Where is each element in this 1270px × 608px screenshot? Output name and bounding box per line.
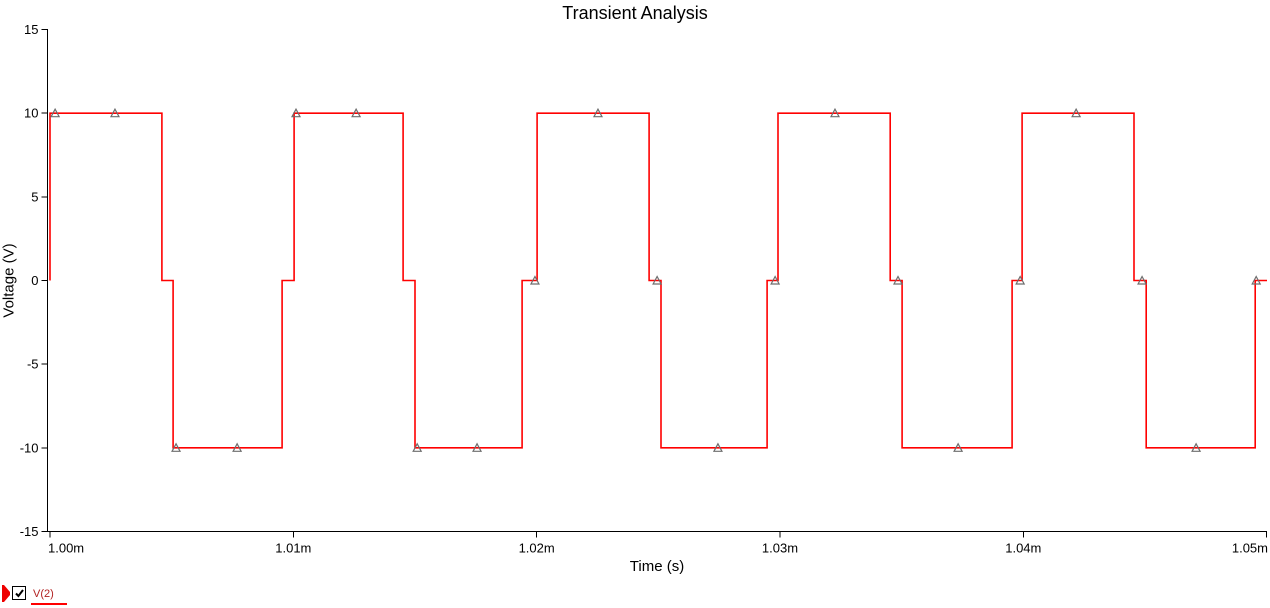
x-tick-label: 1.05m [1232,541,1268,556]
data-point-marker [1015,275,1026,285]
data-point-marker [592,107,603,118]
checkmark-icon [14,588,24,598]
trace-v2 [49,112,1267,449]
data-point-marker [1071,107,1082,118]
y-tick-label: -15 [20,524,39,539]
x-axis-ticks: 1.00m 1.01m 1.02m 1.03m 1.04m 1.05m [48,531,1268,556]
trace-flag-icon [2,585,10,602]
y-tick-label: 15 [24,22,38,37]
x-tick-label: 1.04m [1005,541,1041,556]
y-tick-label: 5 [31,189,38,204]
legend-checkbox[interactable] [12,586,26,600]
data-point-marker [109,107,120,118]
data-point-marker [351,107,362,118]
y-tick-label: 10 [24,106,38,121]
data-point-marker [770,275,781,285]
legend-trace-sample: V(2) [31,584,67,605]
data-point-marker [472,442,483,452]
data-point-marker [652,275,663,285]
data-point-marker [829,107,840,118]
chart-title: Transient Analysis [562,3,708,23]
plot-area[interactable]: 15 10 5 0 -5 -10 -15 1.00m 1.01m 1.02m 1.03m 1.04m… [0,0,1270,580]
data-point-marker [712,442,723,452]
data-point-marker [291,107,302,118]
data-point-marker [412,442,423,452]
x-axis-title: Time (s) [629,558,685,575]
trace-markers [50,107,1262,452]
y-tick-label: -5 [27,357,39,372]
y-tick-label: -10 [20,440,39,455]
data-point-marker [893,275,904,285]
legend: V(2) [1,584,67,605]
data-point-marker [232,442,243,452]
y-axis-title: Voltage (V) [0,243,18,318]
y-axis-ticks: 15 10 5 0 -5 -10 -15 [20,22,48,539]
data-point-marker [1137,275,1148,285]
x-tick-label: 1.03m [762,541,798,556]
data-point-marker [953,442,964,452]
data-point-marker [1191,442,1202,452]
x-tick-label: 1.00m [48,541,84,556]
x-tick-label: 1.01m [275,541,311,556]
data-point-marker [1251,275,1262,285]
data-point-marker [50,107,61,118]
x-tick-label: 1.02m [519,541,555,556]
data-point-marker [171,442,182,452]
y-tick-label: 0 [31,273,38,288]
waveform-line [49,112,1267,449]
data-point-marker [529,275,540,285]
legend-label: V(2) [33,588,54,600]
